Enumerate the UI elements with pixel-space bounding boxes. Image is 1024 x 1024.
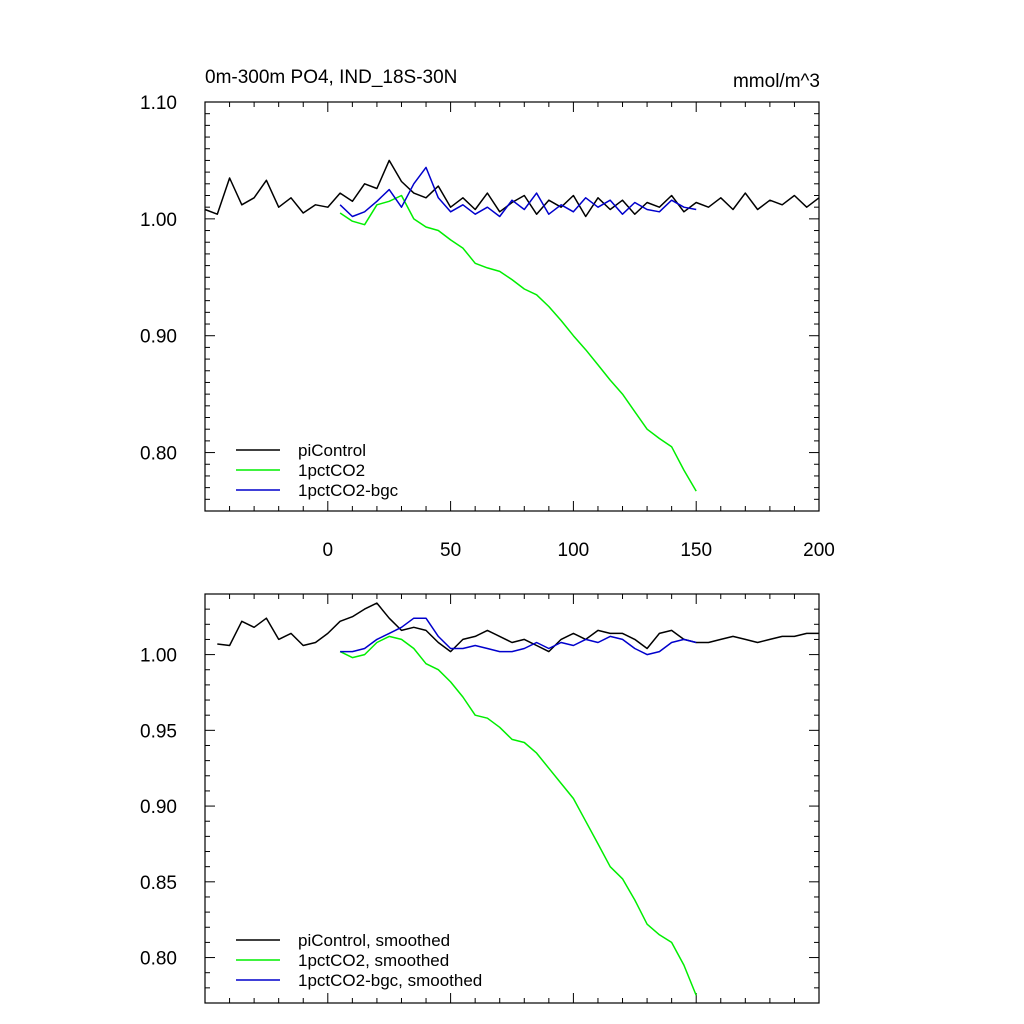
top-panel: 0m-300m PO4, IND_18S-30N mmol/m^3 1.101.… [140, 67, 835, 561]
series-line-1pctco2-bgc [339, 166, 697, 218]
bottom-panel: 1.00 0.95 0.90 0.85 0.80 piControl, smoothed… [140, 593, 820, 1004]
series-line-1pctco2-smoothed [339, 635, 697, 996]
y-tick-label: 0.90 [140, 327, 177, 348]
bottom-plot-frame [204, 593, 820, 1004]
x-tick-label: 50 [440, 540, 461, 561]
legend-label: piControl, smoothed [298, 931, 450, 950]
series-line-picontrol-smoothed [217, 602, 819, 653]
chart-title: 0m-300m PO4, IND_18S-30N [205, 67, 457, 88]
legend-label: 1pctCO2-bgc, smoothed [298, 971, 482, 990]
bottom-series-lines [217, 602, 819, 996]
series-line-1pctco2 [339, 194, 697, 492]
y-tick-label: 1.00 [140, 646, 177, 667]
units-label: mmol/m^3 [733, 71, 820, 92]
legend-label: 1pctCO2-bgc [298, 481, 399, 500]
x-tick-label: 150 [680, 540, 712, 561]
bottom-y-tick-labels: 1.00 0.95 0.90 0.85 0.80 [140, 646, 177, 970]
bottom-axis-ticks [204, 593, 820, 1004]
y-tick-label: 0.90 [140, 797, 177, 818]
x-tick-label: 200 [803, 540, 835, 561]
legend-label: 1pctCO2, smoothed [298, 951, 449, 970]
top-series-lines [204, 159, 820, 492]
x-tick-label: 100 [558, 540, 590, 561]
x-tick-label: 0 [323, 540, 334, 561]
y-tick-label: 1.00 [140, 210, 177, 231]
series-line-picontrol [204, 159, 820, 218]
legend-label: piControl [298, 441, 366, 460]
y-tick-label: 0.85 [140, 873, 177, 894]
top-x-tick-labels: 0 50 100 150 200 [323, 540, 835, 561]
y-tick-label: 0.95 [140, 721, 177, 742]
y-tick-label: 1.10 [140, 93, 177, 114]
legend-label: 1pctCO2 [298, 461, 365, 480]
top-plot-frame [204, 101, 820, 512]
y-tick-label: 0.80 [140, 949, 177, 970]
series-line-1pctco2-bgc-smoothed [340, 617, 697, 656]
y-tick-label: 0.80 [140, 444, 177, 465]
top-y-tick-labels: 1.10 1.00 0.90 0.80 [140, 93, 177, 465]
